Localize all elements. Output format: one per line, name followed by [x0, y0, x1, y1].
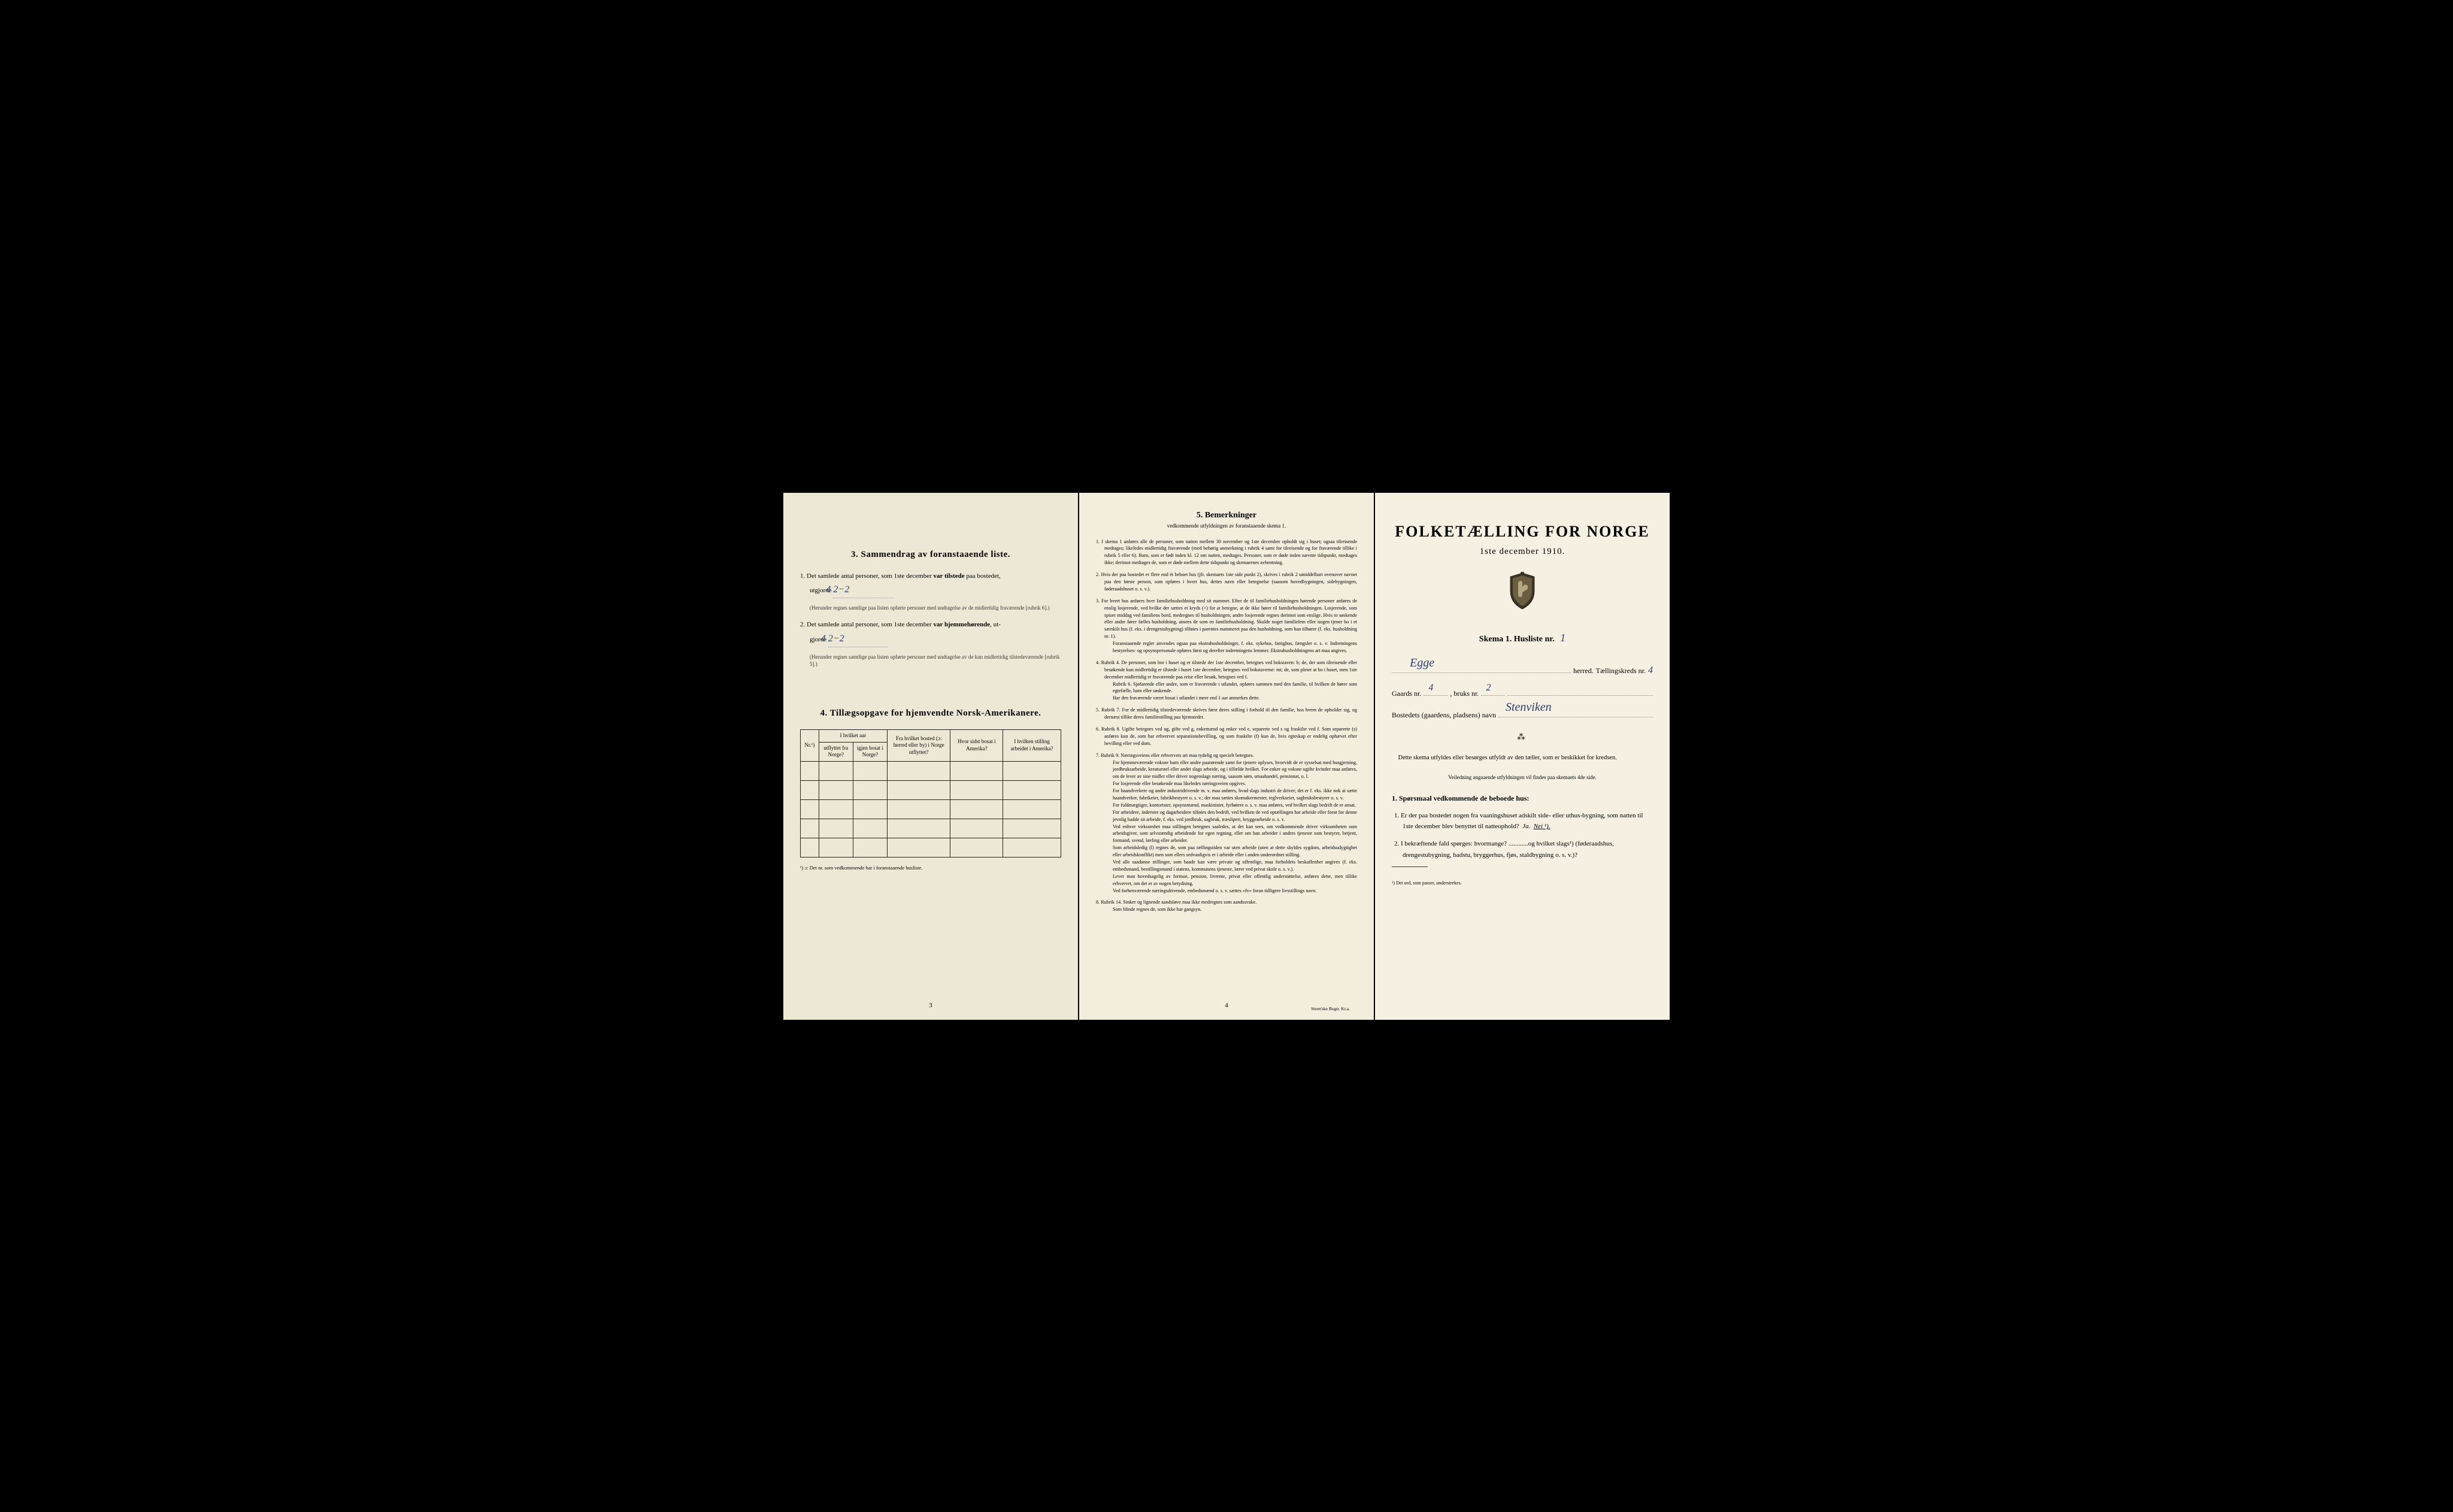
remarks-title: 5. Bemerkninger: [1096, 511, 1357, 520]
col-nr: Nr.¹): [801, 730, 819, 762]
remarks-subtitle: vedkommende utfyldningen av foranstaaend…: [1096, 523, 1357, 529]
col-bosted: Fra hvilket bosted (ɔ: herred eller by) …: [887, 730, 950, 762]
remark-item: 7. Rubrik 9. Næringsveiens eller erhverv…: [1096, 752, 1357, 895]
instruction-1: Dette skema utfyldes eller besørges utfy…: [1392, 753, 1653, 763]
kreds-value: 4: [1648, 662, 1653, 680]
husliste-nr: 1: [1560, 632, 1565, 644]
table-row: [801, 819, 1061, 838]
document-scan: 3. Sammendrag av foranstaaende liste. 1.…: [783, 493, 1670, 1020]
printer-mark: Steen'ske Bogtr. Kr.a.: [1311, 1006, 1350, 1011]
col-utflyttet: utflyttet fra Norge?: [819, 742, 853, 761]
question-2: 2. I bekræftende fald spørges: hvormange…: [1403, 838, 1653, 860]
question-title: 1. Spørsmaal vedkommende de beboede hus:: [1392, 794, 1653, 803]
coat-of-arms-icon: [1392, 572, 1653, 614]
gaards-value: 4: [1428, 680, 1433, 697]
item-1: 1. Det samlede antal personer, som 1ste …: [800, 571, 1061, 599]
page-4-remarks: 5. Bemerkninger vedkommende utfyldningen…: [1079, 493, 1374, 1020]
table-footnote: ¹) ɔ: Det nr. som vedkommende har i fora…: [800, 865, 1061, 871]
table-row: [801, 800, 1061, 819]
bosted-value: Stenviken: [1506, 696, 1552, 718]
bosted-line: Bostedets (gaardens, pladsens) navn Sten…: [1392, 709, 1653, 722]
col-stilling: I hvilken stilling arbeidet i Amerika?: [1003, 730, 1061, 762]
page-3-summary: 3. Sammendrag av foranstaaende liste. 1.…: [783, 493, 1078, 1020]
page-number: 3: [929, 1002, 932, 1009]
page-1-cover: FOLKETÆLLING FOR NORGE 1ste december 191…: [1375, 493, 1670, 1020]
section-4-title: 4. Tillægsopgave for hjemvendte Norsk-Am…: [800, 708, 1061, 719]
remark-item: 1. I skema 1 anføres alle de personer, s…: [1096, 538, 1357, 567]
table-row: [801, 762, 1061, 781]
col-amerika-bosat: Hvor sidst bosat i Amerika?: [950, 730, 1003, 762]
answer-nei: Nei ¹).: [1534, 823, 1550, 830]
herred-line: Egge herred. Tællingskreds nr. 4: [1392, 662, 1653, 680]
remark-item: 6. Rubrik 8. Ugifte betegnes ved ug, gif…: [1096, 726, 1357, 747]
remark-item: 8. Rubrik 14. Sinker og lignende aandslø…: [1096, 899, 1357, 913]
remark-item: 4. Rubrik 4. De personer, som bor i huse…: [1096, 659, 1357, 702]
footnote: ¹) Det ord, som passer, understrekes.: [1392, 877, 1653, 886]
bruks-value: 2: [1486, 680, 1491, 697]
page-number: 4: [1225, 1002, 1228, 1009]
section-3-title: 3. Sammendrag av foranstaaende liste.: [800, 550, 1061, 560]
amerikanere-table: Nr.¹) I hvilket aar Fra hvilket bosted (…: [800, 729, 1061, 857]
skema-line: Skema 1. Husliste nr. 1: [1392, 632, 1653, 644]
main-title: FOLKETÆLLING FOR NORGE: [1392, 523, 1653, 541]
hjemme-count: 4 2−2: [821, 634, 844, 644]
herred-value: Egge: [1410, 652, 1434, 674]
remark-item: 3. For hvert hus anføres hver familiehus…: [1096, 598, 1357, 655]
table-row: [801, 781, 1061, 800]
ornament-icon: ⁂: [1392, 732, 1653, 743]
col-bosat-norge: igjen bosat i Norge?: [853, 742, 887, 761]
question-1: 1. Er der paa bostedet nogen fra vaaning…: [1403, 810, 1653, 832]
remarks-list: 1. I skema 1 anføres alle de personer, s…: [1096, 538, 1357, 914]
table-row: [801, 838, 1061, 857]
item-1-note: (Herunder regnes samtlige paa listen opf…: [810, 604, 1061, 612]
item-2-note: (Herunder regnes samtlige paa listen opf…: [810, 653, 1061, 668]
tilstede-count: 4 2−2: [826, 584, 849, 595]
col-aar: I hvilket aar: [819, 730, 887, 743]
questions: 1. Spørsmaal vedkommende de beboede hus:…: [1392, 794, 1653, 861]
table-body: [801, 762, 1061, 857]
remark-item: 2. Hvis der paa bostedet er flere end ét…: [1096, 571, 1357, 593]
divider: [1392, 866, 1428, 867]
remark-item: 5. Rubrik 7. For de midlertidig tilstede…: [1096, 707, 1357, 721]
census-date: 1ste december 1910.: [1392, 547, 1653, 557]
instruction-2: Veiledning angaaende utfyldningen vil fi…: [1392, 773, 1653, 781]
item-2: 2. Det samlede antal personer, som 1ste …: [800, 619, 1061, 647]
